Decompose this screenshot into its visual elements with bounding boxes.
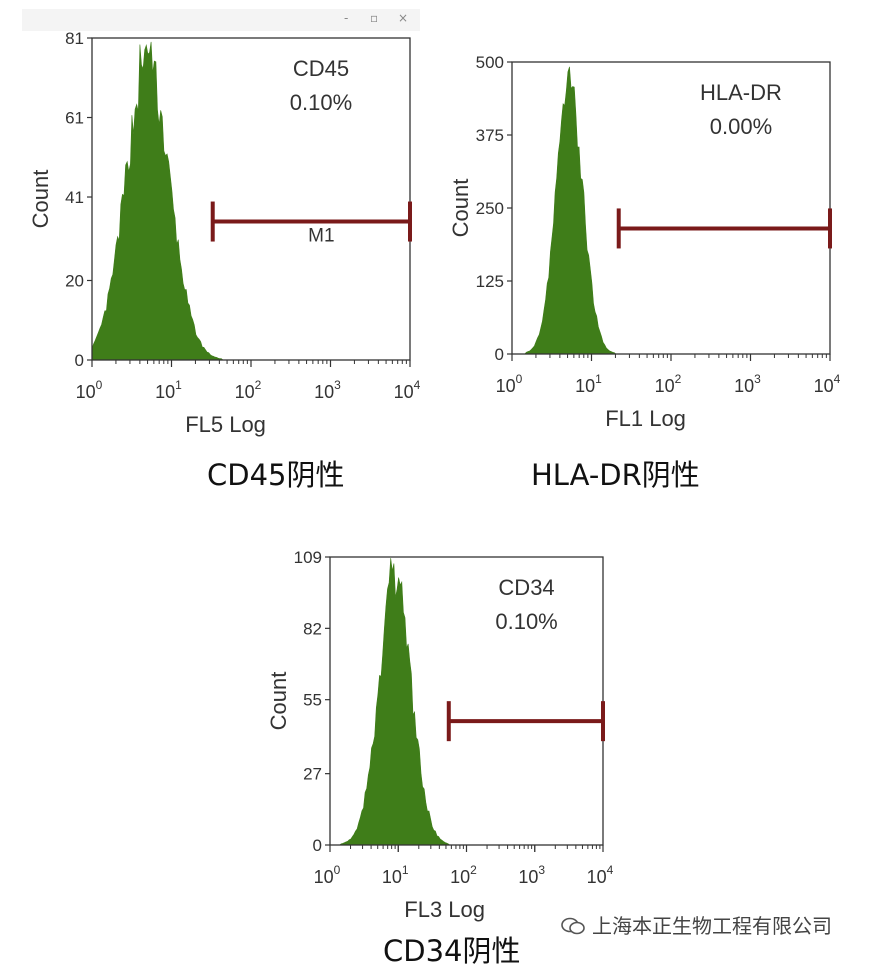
x-tick-label: 101	[382, 863, 409, 887]
histogram-panel-cd34: 0 27 55 82 109 100 101 102 103 104 FL3 Log Count CD3…	[265, 545, 614, 925]
close-button[interactable]: ×	[398, 11, 409, 25]
histogram-fill	[512, 66, 830, 355]
histogram-chart-cd45: 0 20 41 61 81 100 101 102 103 104 FL5 Log Count M1 CD…	[28, 29, 421, 437]
marker-percent: 0.10%	[495, 609, 557, 634]
histogram-panel-hla-dr: 0 125 250 375 500 100 101 102 103 104 FL1 Log Count…	[425, 40, 855, 450]
x-tick-label: 103	[518, 863, 545, 887]
marker-name: CD34	[498, 575, 554, 600]
x-tick-label: 103	[314, 378, 341, 402]
gate-label: M1	[308, 226, 334, 247]
marker-name: HLA-DR	[700, 80, 782, 105]
histogram-panel-cd45: 0 20 41 61 81 100 101 102 103 104 FL5 Log Count M1 CD…	[0, 20, 430, 450]
y-axis-label: Count	[28, 170, 53, 229]
y-tick-label: 500	[476, 53, 504, 72]
x-tick-label: 100	[496, 372, 523, 396]
caption-hla-dr: HLA-DR阴性	[531, 458, 700, 492]
y-tick-label: 27	[303, 765, 322, 784]
window-titlebar: - ▫ ×	[22, 9, 420, 31]
y-tick-label: 0	[495, 345, 504, 364]
x-tick-label: 102	[235, 378, 262, 402]
x-tick-label: 104	[814, 372, 841, 396]
y-tick-label: 20	[65, 271, 84, 290]
x-tick-label: 102	[450, 863, 477, 887]
minimize-button[interactable]: -	[344, 11, 349, 25]
y-tick-label: 125	[476, 272, 504, 291]
y-axis-label: Count	[266, 672, 291, 731]
x-axis-label: FL3 Log	[404, 897, 485, 922]
x-tick-label: 101	[155, 378, 182, 402]
marker-percent: 0.00%	[710, 114, 772, 139]
x-tick-label: 102	[655, 372, 682, 396]
marker-name: CD45	[293, 56, 349, 81]
y-tick-label: 0	[313, 836, 322, 855]
x-tick-label: 100	[76, 378, 103, 402]
marker-percent: 0.10%	[290, 90, 352, 115]
x-axis-label: FL5 Log	[185, 412, 266, 437]
x-tick-label: 103	[734, 372, 761, 396]
y-tick-label: 41	[65, 188, 84, 207]
histogram-fill	[330, 558, 603, 846]
y-tick-label: 82	[303, 619, 322, 638]
x-tick-label: 104	[394, 378, 421, 402]
x-tick-label: 100	[314, 863, 341, 887]
y-tick-label: 0	[75, 351, 84, 370]
y-tick-label: 109	[294, 548, 322, 567]
watermark: 上海本正生物工程有限公司	[560, 910, 832, 939]
y-tick-label: 375	[476, 126, 504, 145]
y-tick-label: 250	[476, 199, 504, 218]
wechat-icon	[561, 917, 585, 935]
caption-cd34: CD34阴性	[383, 934, 521, 968]
watermark-text: 上海本正生物工程有限公司	[592, 914, 832, 938]
histogram-chart-hla-dr: 0 125 250 375 500 100 101 102 103 104 FL1 Log Count…	[448, 53, 841, 431]
histogram-fill	[91, 41, 410, 361]
caption-cd45: CD45阴性	[207, 458, 345, 492]
x-axis-label: FL1 Log	[605, 406, 686, 431]
maximize-button[interactable]: ▫	[370, 11, 379, 25]
y-tick-label: 81	[65, 29, 84, 48]
x-tick-label: 101	[575, 372, 602, 396]
y-axis-label: Count	[448, 179, 473, 238]
y-tick-label: 61	[65, 109, 84, 128]
x-tick-label: 104	[587, 863, 614, 887]
y-tick-label: 55	[303, 691, 322, 710]
histogram-chart-cd34: 0 27 55 82 109 100 101 102 103 104 FL3 Log Count CD3…	[266, 548, 614, 922]
